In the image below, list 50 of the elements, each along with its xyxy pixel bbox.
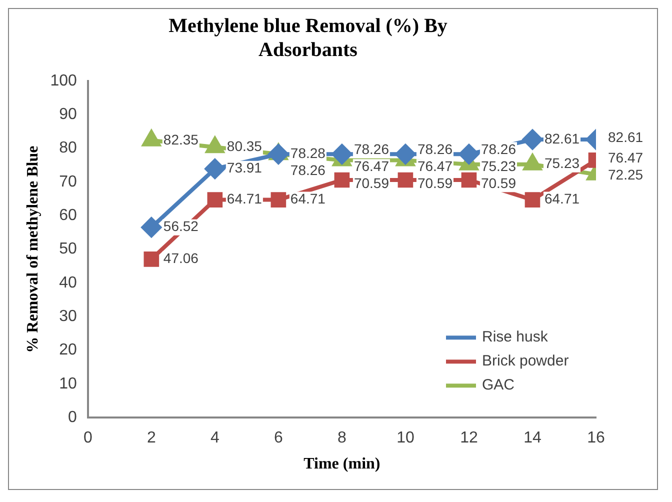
y-tick-label: 70 [59,173,77,190]
data-label: 56.52 [163,218,199,234]
x-tick-label: 16 [587,430,605,447]
y-axis-title: % Removal of methylene Blue [24,146,42,353]
data-label: 78.28 [290,144,326,161]
data-label: 78.26 [480,140,516,157]
x-tick-label: 8 [337,430,346,447]
data-label: 75.23 [544,155,580,172]
data-label: 78.26 [417,140,453,157]
data-label: 70.59 [480,174,516,191]
chart-title: Methylene blue Removal (%) By Adsorbants [168,15,448,62]
data-label: 73.91 [226,160,262,176]
y-tick-label: 20 [59,342,77,359]
y-tick-label: 30 [59,308,77,326]
legend-label: Rise husk [482,328,548,346]
data-label: 72.25 [608,166,644,183]
legend-label: Brick powder [482,352,569,370]
y-tick-label: 0 [68,409,77,426]
data-label: 70.59 [417,174,453,191]
x-tick-label: 0 [83,430,92,447]
y-tick-label: 100 [50,72,77,90]
y-tick-label: 60 [59,207,77,224]
x-tick-label: 6 [274,430,283,447]
legend-label: GAC [482,376,515,394]
data-label: 78.26 [290,162,326,178]
x-tick-label: 2 [146,430,156,447]
data-label: 47.06 [163,250,199,266]
x-tick-label: 4 [210,430,220,447]
y-tick-label: 80 [59,140,77,157]
data-label: 64.71 [544,190,580,207]
data-label: 70.59 [354,174,390,191]
data-label: 82.35 [163,131,199,148]
y-tick-label: 10 [59,375,77,392]
data-label: 76.47 [608,150,644,166]
x-tick-label: 12 [460,430,478,447]
y-tick-label: 50 [59,240,77,258]
data-label: 80.35 [226,138,262,154]
data-label: 82.61 [608,128,644,145]
data-label: 76.47 [417,158,453,174]
data-label: 76.47 [354,158,390,174]
data-label: 78.26 [354,140,390,157]
data-label: 64.71 [226,190,262,207]
y-tick-label: 90 [59,106,77,124]
x-tick-label: 10 [396,430,414,447]
data-label: 64.71 [290,190,326,207]
data-label: 82.61 [544,130,580,146]
data-label: 75.23 [480,158,516,174]
x-tick-label: 14 [524,430,542,447]
x-axis-title: Time (min) [304,456,380,473]
y-tick-label: 40 [59,274,77,292]
